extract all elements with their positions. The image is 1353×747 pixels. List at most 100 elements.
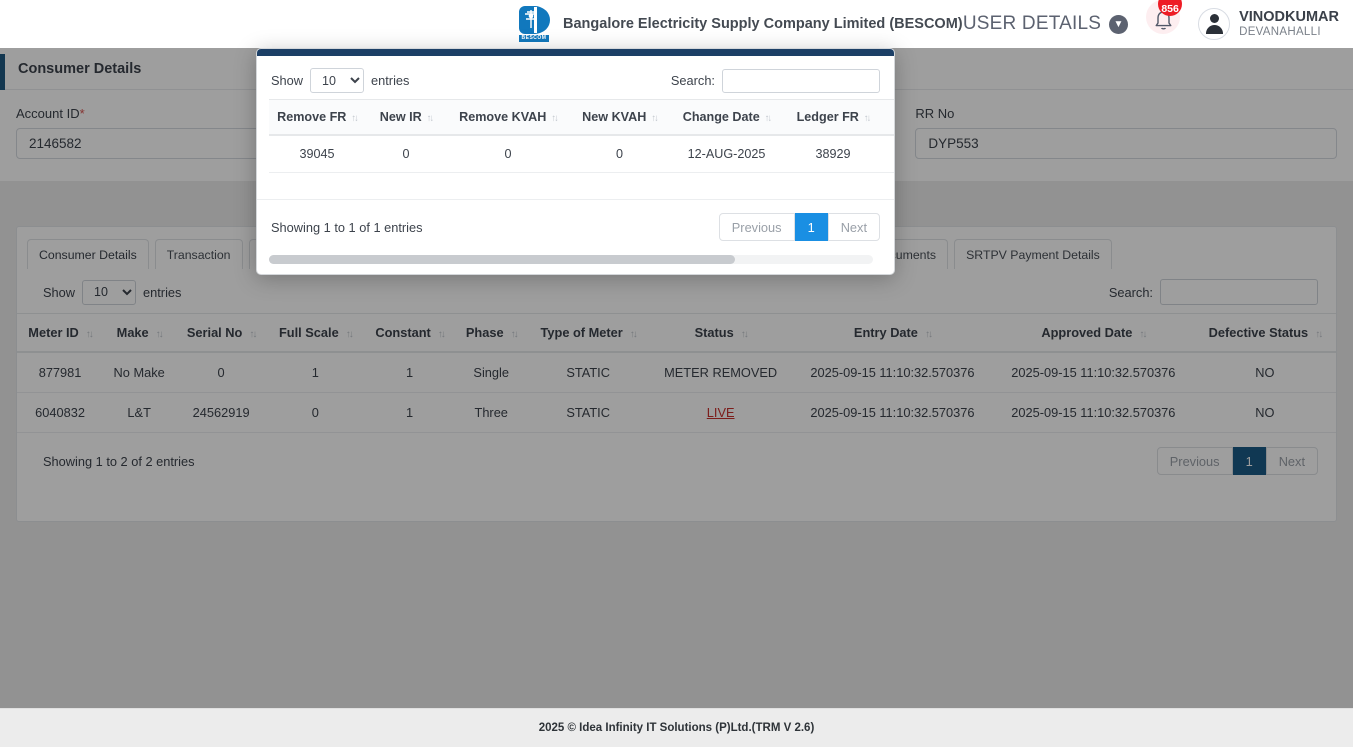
tab-label: Consumer Details: [39, 247, 137, 262]
sort-icon: ↑↓: [924, 329, 933, 340]
col-approved-date[interactable]: Approved Date ↑↓: [992, 313, 1194, 353]
meter-change-table: Remove FR ↑↓ New IR ↑↓ Remove KVAH ↑↓ New K…: [269, 99, 894, 173]
modal-search-input[interactable]: [722, 68, 880, 93]
cell-constant: 1: [363, 352, 456, 393]
page-footer: 2025 © Idea Infinity IT Solutions (P)Ltd…: [0, 708, 1353, 747]
cell-serial-no: 0: [175, 352, 268, 393]
col-full-scale[interactable]: Full Scale ↑↓: [267, 313, 364, 353]
next-page-button[interactable]: Next: [1265, 447, 1318, 475]
col-new-kvah[interactable]: New KVAH ↑↓: [569, 99, 670, 136]
col-phase[interactable]: Phase ↑↓: [455, 313, 527, 353]
col-label: Change Date: [682, 110, 760, 124]
table-row: 6040832 L&T 24562919 0 1 Three STATIC LI…: [17, 392, 1336, 433]
modal-previous-page-button[interactable]: Previous: [718, 213, 795, 241]
col-label: Ledger FR: [796, 110, 859, 124]
brand-block: BESCOM Bangalore Electricity Supply Comp…: [519, 0, 963, 48]
col-new-ir[interactable]: New IR ↑↓: [365, 99, 447, 136]
modal-search-group: Search:: [671, 68, 880, 93]
cell-make: L&T: [103, 392, 176, 433]
modal-table-header-row: Remove FR ↑↓ New IR ↑↓ Remove KVAH ↑↓ New K…: [269, 99, 894, 136]
col-ledger-fr[interactable]: Ledger FR ↑↓: [783, 99, 883, 136]
rr-no-label: RR No: [915, 106, 955, 121]
notification-badge: 856: [1158, 0, 1183, 16]
account-id-label-text: Account ID: [16, 106, 80, 121]
meter-change-modal: Show 10 25 50 100 entries Search: Remove…: [256, 48, 895, 275]
modal-page-1-button[interactable]: 1: [794, 213, 828, 241]
col-make[interactable]: Make ↑↓: [103, 313, 176, 353]
modal-table-scroll-area[interactable]: Remove FR ↑↓ New IR ↑↓ Remove KVAH ↑↓ New K…: [257, 99, 894, 173]
user-name: VINODKUMAR: [1239, 9, 1339, 25]
col-status[interactable]: Status ↑↓: [649, 313, 792, 353]
col-entry-date[interactable]: Entry Date ↑↓: [791, 313, 993, 353]
page-1-button[interactable]: 1: [1232, 447, 1266, 475]
col-label: Constant: [375, 325, 431, 340]
col-label: New IR: [379, 110, 422, 124]
cell-phase: Single: [455, 352, 527, 393]
sort-icon: ↑↓: [85, 329, 94, 340]
footer-text: 2025 © Idea Infinity IT Solutions (P)Ltd…: [538, 722, 815, 734]
tab-transaction[interactable]: Transaction: [154, 239, 243, 269]
col-label: Make: [116, 325, 149, 340]
rr-no-input[interactable]: [915, 128, 1338, 159]
sort-icon: ↑↓: [437, 329, 446, 340]
col-label: New KVAH: [582, 110, 647, 124]
cell-type-of-meter: STATIC: [526, 392, 650, 433]
search-input[interactable]: [1160, 279, 1318, 305]
tab-consumer-details[interactable]: Consumer Details: [27, 239, 149, 269]
modal-table-footer: Showing 1 to 1 of 1 entries Previous 1 N…: [257, 199, 894, 241]
cell-full-scale: 1: [267, 352, 364, 393]
sort-icon: ↑↓: [510, 329, 519, 340]
col-type-of-meter[interactable]: Type of Meter ↑↓: [526, 313, 650, 353]
col-serial-no[interactable]: Serial No ↑↓: [175, 313, 268, 353]
search-label: Search:: [1108, 284, 1153, 300]
col-label: Remove KVAH: [459, 110, 547, 124]
brand-title: Bangalore Electricity Supply Company Lim…: [563, 16, 963, 32]
modal-horizontal-scrollbar[interactable]: [269, 255, 873, 264]
page-size-select[interactable]: 10 25 50 100: [82, 279, 137, 305]
chevron-down-icon: ▼: [1109, 14, 1129, 34]
modal-table-head: Remove FR ↑↓ New IR ↑↓ Remove KVAH ↑↓ New K…: [269, 99, 894, 136]
scrollbar-thumb[interactable]: [269, 255, 735, 264]
modal-next-page-button[interactable]: Next: [827, 213, 880, 241]
sort-icon: ↑↓: [345, 329, 354, 340]
modal-entries-label: entries: [371, 73, 410, 88]
cell-new-kvah: 0: [569, 135, 670, 173]
user-details-menu[interactable]: USER DETAILS ▼: [963, 13, 1129, 35]
header-right-group: USER DETAILS ▼ 856 V: [963, 0, 1339, 48]
modal-page-size-group: Show 10 25 50 100 entries: [271, 68, 409, 93]
cell-serial-no: 24562919: [175, 392, 268, 433]
cell-ledger-fr: 38929: [783, 135, 883, 173]
previous-page-button[interactable]: Previous: [1156, 447, 1233, 475]
cell-type-of-meter: STATIC: [526, 352, 650, 393]
col-defective-status[interactable]: Defective Status ↑↓: [1193, 313, 1336, 353]
col-label: Type of Meter: [540, 325, 623, 340]
sort-icon: ↑↓: [651, 113, 658, 124]
cell-meter-id: 877981: [17, 352, 104, 393]
modal-page-size-select[interactable]: 10 25 50 100: [310, 68, 365, 93]
col-label: Entry Date: [853, 325, 918, 340]
user-profile[interactable]: VINODKUMAR DEVANAHALLI: [1198, 8, 1339, 40]
col-remove-kvah[interactable]: Remove KVAH ↑↓: [447, 99, 569, 136]
card-accent-bar: [0, 54, 5, 90]
sort-icon: ↑↓: [764, 113, 772, 124]
tabs-card: Consumer Details Transaction Billing Met…: [16, 226, 1337, 522]
col-label: Approved Date: [1041, 325, 1133, 340]
col-label: Full Scale: [278, 325, 339, 340]
col-change-date[interactable]: Change Date ↑↓: [670, 99, 783, 136]
sort-icon: ↑↓: [1139, 329, 1147, 340]
table-row: 877981 No Make 0 1 1 Single STATIC METER…: [17, 352, 1336, 393]
cell-make: No Make: [103, 352, 176, 393]
tab-srtpv-payment-details[interactable]: SRTPV Payment Details: [954, 239, 1112, 269]
cell-entry-date: 2025-09-15 11:10:32.570376: [791, 352, 993, 393]
cell-status: METER REMOVED: [649, 352, 792, 393]
modal-pagination: Previous 1 Next: [718, 213, 880, 241]
cell-approved-date: 2025-09-15 11:10:32.570376: [992, 352, 1194, 393]
col-ledger-kvah[interactable]: Ledger KV.: [883, 99, 894, 136]
col-meter-id[interactable]: Meter ID ↑↓: [17, 313, 104, 353]
status-live-link[interactable]: LIVE: [706, 405, 735, 420]
cell-defective-status: NO: [1193, 352, 1336, 393]
table-head: Meter ID ↑↓ Make ↑↓ Serial No ↑↓ Full Scale…: [17, 313, 1336, 353]
notifications-button[interactable]: 856: [1146, 0, 1183, 44]
col-constant[interactable]: Constant ↑↓: [363, 313, 456, 353]
col-remove-fr[interactable]: Remove FR ↑↓: [269, 99, 365, 136]
